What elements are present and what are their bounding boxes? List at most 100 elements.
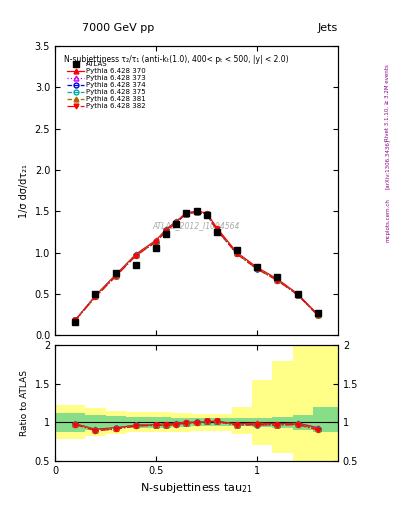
Pythia 6.428 381	[295, 291, 300, 297]
Pythia 6.428 373	[214, 226, 219, 232]
Bar	[191, 414, 202, 431]
Pythia 6.428 381	[93, 293, 98, 300]
Bar	[161, 412, 171, 432]
Bar	[55, 406, 85, 439]
Pythia 6.428 382	[164, 228, 169, 234]
Pythia 6.428 370	[93, 292, 98, 298]
Pythia 6.428 373	[134, 252, 138, 258]
Pythia 6.428 374	[164, 227, 169, 233]
Pythia 6.428 374	[174, 219, 179, 225]
Pythia 6.428 370	[214, 225, 219, 231]
Text: [arXiv:1306.3436]: [arXiv:1306.3436]	[385, 139, 390, 189]
Pythia 6.428 382	[316, 312, 320, 318]
Pythia 6.428 375	[73, 317, 77, 323]
Pythia 6.428 370	[316, 311, 320, 317]
Pythia 6.428 375	[134, 252, 138, 258]
Pythia 6.428 375	[174, 219, 179, 225]
Bar	[232, 407, 252, 434]
Pythia 6.428 374	[214, 227, 219, 233]
Pythia 6.428 382	[275, 278, 280, 284]
Bar	[272, 360, 292, 453]
ATLAS	[154, 245, 158, 251]
ATLAS	[235, 247, 239, 253]
Text: ATLAS_2012_I1094564: ATLAS_2012_I1094564	[153, 221, 240, 230]
Pythia 6.428 374	[134, 252, 138, 258]
Y-axis label: 1/σ dσ/dτ₂₁: 1/σ dσ/dτ₂₁	[19, 164, 29, 218]
Bar	[171, 413, 181, 432]
Line: Pythia 6.428 373: Pythia 6.428 373	[73, 209, 320, 323]
Pythia 6.428 382	[235, 251, 239, 257]
ATLAS	[73, 319, 77, 325]
Line: Pythia 6.428 382: Pythia 6.428 382	[73, 209, 320, 323]
Pythia 6.428 382	[154, 239, 158, 245]
Bar	[202, 418, 212, 426]
Pythia 6.428 375	[154, 239, 158, 245]
Pythia 6.428 381	[204, 210, 209, 217]
Line: Pythia 6.428 370: Pythia 6.428 370	[73, 209, 320, 323]
Bar	[146, 412, 161, 432]
Bar	[272, 417, 292, 428]
Pythia 6.428 374	[73, 317, 77, 323]
Pythia 6.428 375	[93, 293, 98, 300]
Text: Jets: Jets	[318, 23, 338, 33]
Pythia 6.428 381	[134, 252, 138, 258]
Pythia 6.428 370	[73, 317, 77, 323]
Y-axis label: Ratio to ATLAS: Ratio to ATLAS	[20, 370, 29, 436]
Pythia 6.428 375	[204, 210, 209, 217]
Bar	[171, 418, 181, 427]
Bar	[313, 407, 338, 432]
Pythia 6.428 382	[93, 294, 98, 300]
Pythia 6.428 381	[174, 219, 179, 225]
Pythia 6.428 373	[184, 210, 189, 217]
Pythia 6.428 370	[154, 237, 158, 243]
Bar	[106, 411, 126, 434]
Bar	[202, 414, 212, 431]
Bar	[126, 417, 146, 428]
Pythia 6.428 381	[164, 227, 169, 233]
Pythia 6.428 373	[154, 238, 158, 244]
ATLAS	[204, 212, 209, 219]
Pythia 6.428 375	[184, 210, 189, 217]
Bar	[181, 418, 191, 427]
Pythia 6.428 381	[184, 210, 189, 217]
Pythia 6.428 374	[194, 209, 199, 215]
Pythia 6.428 382	[255, 266, 259, 272]
Pythia 6.428 374	[184, 210, 189, 217]
Pythia 6.428 370	[113, 272, 118, 278]
X-axis label: N-subjettiness tau$_{21}$: N-subjettiness tau$_{21}$	[140, 481, 253, 495]
ATLAS	[174, 221, 179, 227]
Pythia 6.428 370	[204, 210, 209, 216]
Bar	[252, 380, 272, 445]
Pythia 6.428 375	[255, 266, 259, 272]
Pythia 6.428 375	[295, 291, 300, 297]
Pythia 6.428 370	[174, 218, 179, 224]
ATLAS	[316, 310, 320, 316]
Pythia 6.428 373	[113, 272, 118, 278]
Pythia 6.428 375	[235, 250, 239, 257]
Pythia 6.428 373	[316, 311, 320, 317]
Text: mcplots.cern.ch: mcplots.cern.ch	[385, 198, 390, 242]
Pythia 6.428 370	[194, 208, 199, 215]
ATLAS	[194, 208, 199, 215]
Pythia 6.428 373	[174, 219, 179, 225]
Pythia 6.428 381	[316, 312, 320, 318]
Bar	[212, 414, 232, 431]
Line: Pythia 6.428 375: Pythia 6.428 375	[73, 209, 320, 323]
Pythia 6.428 374	[275, 276, 280, 283]
Pythia 6.428 382	[194, 209, 199, 215]
Bar	[252, 418, 272, 427]
Pythia 6.428 382	[184, 210, 189, 217]
Pythia 6.428 370	[295, 291, 300, 297]
Bar	[85, 415, 106, 430]
Pythia 6.428 381	[275, 276, 280, 283]
Pythia 6.428 375	[194, 209, 199, 215]
Pythia 6.428 382	[73, 317, 77, 323]
Pythia 6.428 374	[204, 210, 209, 217]
Bar	[292, 345, 313, 461]
Bar	[212, 418, 232, 426]
ATLAS	[164, 231, 169, 238]
ATLAS	[184, 210, 189, 216]
Pythia 6.428 373	[194, 208, 199, 215]
Legend: ATLAS, Pythia 6.428 370, Pythia 6.428 373, Pythia 6.428 374, Pythia 6.428 375, P: ATLAS, Pythia 6.428 370, Pythia 6.428 37…	[64, 58, 149, 112]
ATLAS	[295, 291, 300, 297]
